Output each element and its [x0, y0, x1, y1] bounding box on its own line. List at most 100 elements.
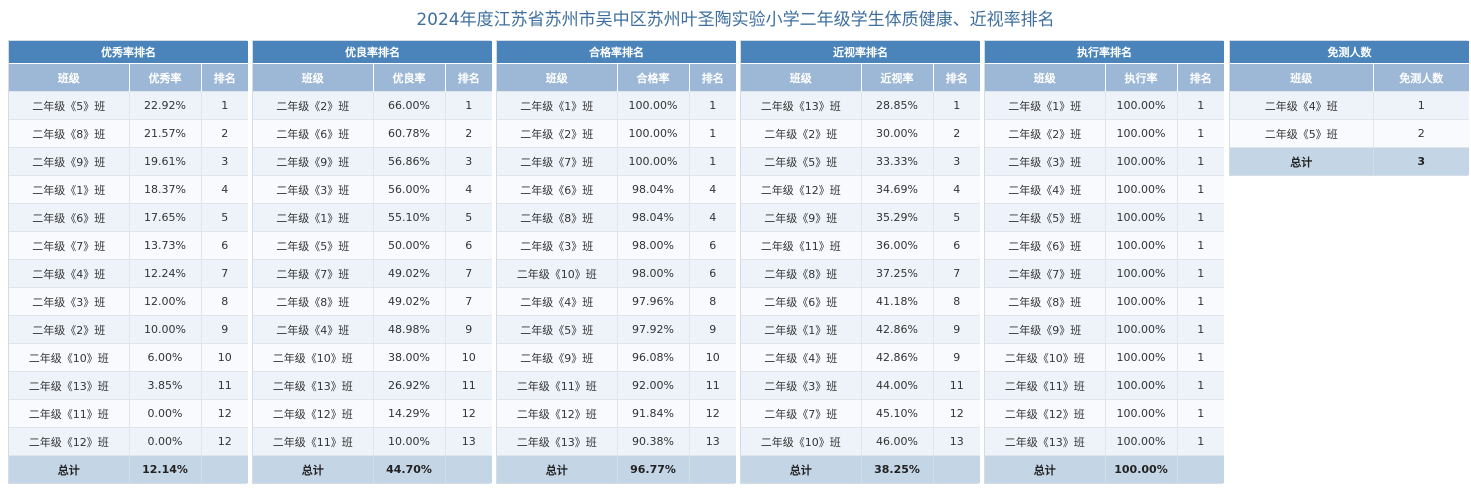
ranking-panel: 执行率排名 班级 执行率 排名 二年级《1》班 100.00% 1 二年级《2》班 100.00…	[984, 40, 1225, 484]
table-cell: 90.38%	[617, 427, 690, 456]
table-row: 二年级《1》班 100.00% 1	[497, 91, 737, 120]
table-cell: 二年级《4》班	[253, 315, 374, 344]
table-cell: 二年级《11》班	[253, 427, 374, 456]
table-cell: 92.00%	[617, 371, 690, 400]
table-cell: 10.00%	[129, 315, 202, 344]
table-cell: 5	[933, 203, 981, 232]
table-caption: 近视率排名	[741, 41, 981, 64]
table-row: 二年级《7》班 49.02% 7	[253, 259, 493, 288]
table-cell: 0.00%	[129, 427, 202, 456]
table-cell: 二年级《9》班	[741, 203, 862, 232]
table-cell: 二年级《5》班	[1230, 119, 1374, 148]
total-cell	[689, 455, 737, 483]
ranking-table: 近视率排名 班级 近视率 排名 二年级《13》班 28.85% 1 二年级《2》班 30.00%…	[741, 41, 981, 483]
table-cell: 19.61%	[129, 147, 202, 176]
column-header: 排名	[201, 63, 249, 92]
total-cell: 总计	[497, 455, 618, 483]
table-cell: 二年级《12》班	[9, 427, 130, 456]
table-row: 二年级《10》班 98.00% 6	[497, 259, 737, 288]
ranking-panel: 近视率排名 班级 近视率 排名 二年级《13》班 28.85% 1 二年级《2》班 30.00%…	[740, 40, 981, 484]
column-header: 班级	[1230, 63, 1374, 92]
table-cell: 二年级《7》班	[9, 231, 130, 260]
table-cell: 4	[445, 175, 493, 204]
table-cell: 35.29%	[861, 203, 934, 232]
table-cell: 1	[1177, 231, 1225, 260]
table-row: 二年级《2》班 100.00% 1	[497, 119, 737, 148]
table-cell: 二年级《1》班	[9, 175, 130, 204]
table-cell: 二年级《2》班	[497, 119, 618, 148]
table-cell: 42.86%	[861, 343, 934, 372]
table-row: 二年级《7》班 100.00% 1	[985, 259, 1225, 288]
table-cell: 1	[933, 91, 981, 120]
table-cell: 二年级《6》班	[741, 287, 862, 316]
ranking-table: 免测人数 班级 免测人数 二年级《4》班 1 二年级《5》班 2 总计 3	[1230, 41, 1469, 175]
table-cell: 二年级《3》班	[9, 287, 130, 316]
table-cell: 8	[201, 287, 249, 316]
table-cell: 26.92%	[373, 371, 446, 400]
table-row: 二年级《1》班 18.37% 4	[9, 175, 249, 204]
table-cell: 13.73%	[129, 231, 202, 260]
table-cell: 6	[201, 231, 249, 260]
table-row: 二年级《4》班 12.24% 7	[9, 259, 249, 288]
total-cell: 3	[1373, 147, 1469, 175]
table-row: 二年级《1》班 42.86% 9	[741, 315, 981, 344]
table-cell: 98.00%	[617, 231, 690, 260]
table-cell: 1	[1177, 203, 1225, 232]
table-cell: 45.10%	[861, 399, 934, 428]
table-row: 二年级《9》班 96.08% 10	[497, 343, 737, 372]
table-cell: 二年级《9》班	[985, 315, 1106, 344]
total-cell: 12.14%	[129, 455, 202, 483]
table-cell: 二年级《5》班	[9, 91, 130, 120]
table-cell: 2	[445, 119, 493, 148]
table-cell: 二年级《10》班	[253, 343, 374, 372]
total-row: 总计 44.70%	[253, 455, 493, 483]
table-cell: 50.00%	[373, 231, 446, 260]
table-cell: 7	[445, 287, 493, 316]
table-cell: 91.84%	[617, 399, 690, 428]
table-cell: 7	[933, 259, 981, 288]
total-row: 总计 96.77%	[497, 455, 737, 483]
column-header: 免测人数	[1373, 63, 1469, 92]
total-row: 总计 38.25%	[741, 455, 981, 483]
table-row: 二年级《11》班 0.00% 12	[9, 399, 249, 428]
table-cell: 二年级《5》班	[253, 231, 374, 260]
table-caption: 优良率排名	[253, 41, 493, 64]
table-cell: 100.00%	[1105, 399, 1178, 428]
table-cell: 49.02%	[373, 287, 446, 316]
table-cell: 二年级《2》班	[9, 315, 130, 344]
table-cell: 二年级《10》班	[741, 427, 862, 456]
table-cell: 二年级《6》班	[253, 119, 374, 148]
table-cell: 二年级《3》班	[741, 371, 862, 400]
table-cell: 10	[445, 343, 493, 372]
table-cell: 10.00%	[373, 427, 446, 456]
ranking-table: 执行率排名 班级 执行率 排名 二年级《1》班 100.00% 1 二年级《2》班 100.00…	[985, 41, 1225, 483]
table-cell: 8	[689, 287, 737, 316]
table-row: 二年级《4》班 100.00% 1	[985, 175, 1225, 204]
total-row: 总计 3	[1230, 147, 1469, 175]
table-cell: 36.00%	[861, 231, 934, 260]
table-cell: 13	[445, 427, 493, 456]
table-cell: 1	[1177, 287, 1225, 316]
page-title: 2024年度江苏省苏州市吴中区苏州叶圣陶实验小学二年级学生体质健康、近视率排名	[416, 10, 1055, 30]
table-row: 二年级《1》班 100.00% 1	[985, 91, 1225, 120]
total-cell	[933, 455, 981, 483]
table-cell: 7	[201, 259, 249, 288]
table-cell: 100.00%	[1105, 427, 1178, 456]
table-cell: 49.02%	[373, 259, 446, 288]
table-cell: 100.00%	[1105, 343, 1178, 372]
total-cell: 总计	[741, 455, 862, 483]
table-cell: 二年级《13》班	[741, 91, 862, 120]
table-cell: 二年级《7》班	[741, 399, 862, 428]
table-cell: 二年级《5》班	[741, 147, 862, 176]
table-cell: 2	[201, 119, 249, 148]
table-row: 二年级《11》班 92.00% 11	[497, 371, 737, 400]
table-cell: 二年级《12》班	[497, 399, 618, 428]
table-cell: 1	[1373, 91, 1469, 120]
table-cell: 二年级《6》班	[985, 231, 1106, 260]
table-cell: 44.00%	[861, 371, 934, 400]
table-row: 二年级《5》班 50.00% 6	[253, 231, 493, 260]
table-caption: 合格率排名	[497, 41, 737, 64]
column-header: 排名	[933, 63, 981, 92]
table-cell: 21.57%	[129, 119, 202, 148]
table-cell: 二年级《10》班	[985, 343, 1106, 372]
